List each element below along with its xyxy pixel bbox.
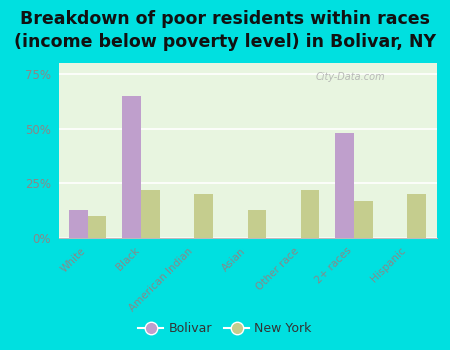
Bar	[248, 210, 266, 238]
Legend: Bolivar, New York: Bolivar, New York	[133, 317, 317, 340]
Bar	[194, 194, 213, 238]
Text: Breakdown of poor residents within races
(income below poverty level) in Bolivar: Breakdown of poor residents within races…	[14, 10, 436, 51]
Bar	[141, 190, 160, 238]
Text: City-Data.com: City-Data.com	[315, 72, 385, 82]
Bar	[335, 133, 354, 238]
Bar	[354, 201, 373, 238]
Bar	[69, 210, 88, 238]
Bar	[301, 190, 320, 238]
Bar	[122, 96, 141, 238]
Bar	[407, 194, 426, 238]
Bar	[88, 216, 106, 238]
